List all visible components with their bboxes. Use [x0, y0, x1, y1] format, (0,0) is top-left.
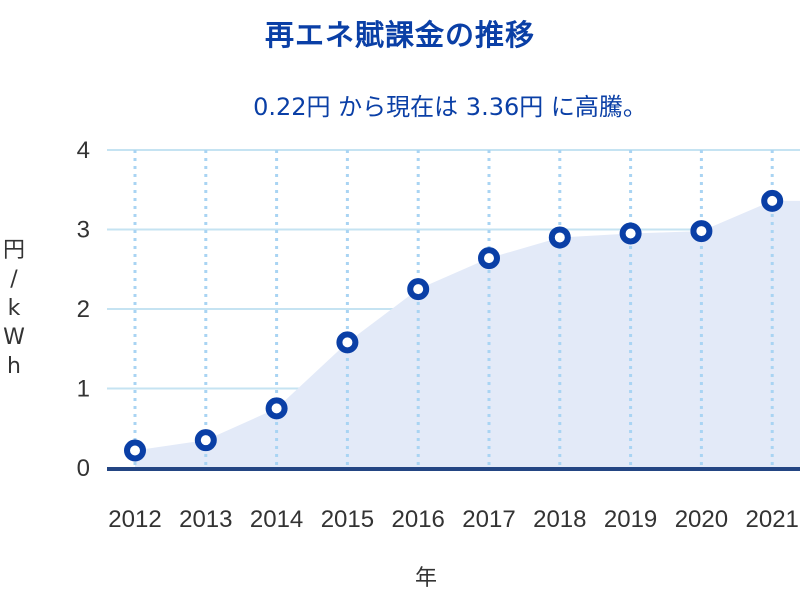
data-point [336, 331, 359, 354]
x-tick-label: 2020 [675, 506, 728, 533]
data-point [194, 429, 217, 452]
y-axis-label-part: 円 [2, 238, 25, 263]
x-tick-label: 2018 [533, 506, 586, 533]
y-axis-label-part: h [7, 354, 21, 379]
x-tick-label: 2019 [604, 506, 657, 533]
x-tick-label: 2014 [250, 506, 303, 533]
data-point [619, 222, 642, 245]
chart-subtitle: 0.22円 から現在は 3.36円 に高騰。 [253, 93, 647, 121]
area-fill [135, 200, 800, 468]
data-point [690, 220, 713, 243]
data-point [761, 189, 784, 212]
y-axis-label-part: / [10, 267, 18, 292]
chart-title: 再エネ賦課金の推移 [264, 18, 535, 52]
y-axis-label-part: k [7, 296, 21, 321]
x-tick-label: 2017 [462, 506, 515, 533]
y-axis-label: 円 / k W h [0, 236, 28, 381]
y-tick-label: 1 [77, 376, 90, 403]
y-tick-label: 2 [77, 296, 90, 323]
x-tick-label: 2015 [321, 506, 374, 533]
x-tick-label: 2013 [179, 506, 232, 533]
x-tick-label: 2021 [746, 506, 799, 533]
data-point [478, 247, 500, 270]
data-point [548, 226, 571, 249]
data-point [265, 397, 288, 420]
x-axis-label: 年 [414, 566, 437, 591]
x-tick-label: 2016 [392, 506, 445, 533]
y-tick-label: 3 [77, 217, 90, 244]
y-tick-labels: 0 1 2 3 4 [77, 137, 90, 482]
x-tick-labels: 2012 2013 2014 2015 2016 2017 2018 2019 2020 2021 [108, 506, 799, 533]
y-tick-label: 4 [77, 137, 90, 164]
x-tick-label: 2012 [108, 506, 161, 533]
y-tick-label: 0 [77, 455, 90, 482]
data-point [124, 439, 146, 462]
data-point [407, 278, 430, 301]
y-axis-label-part: W [3, 325, 25, 350]
data-points [124, 189, 784, 462]
